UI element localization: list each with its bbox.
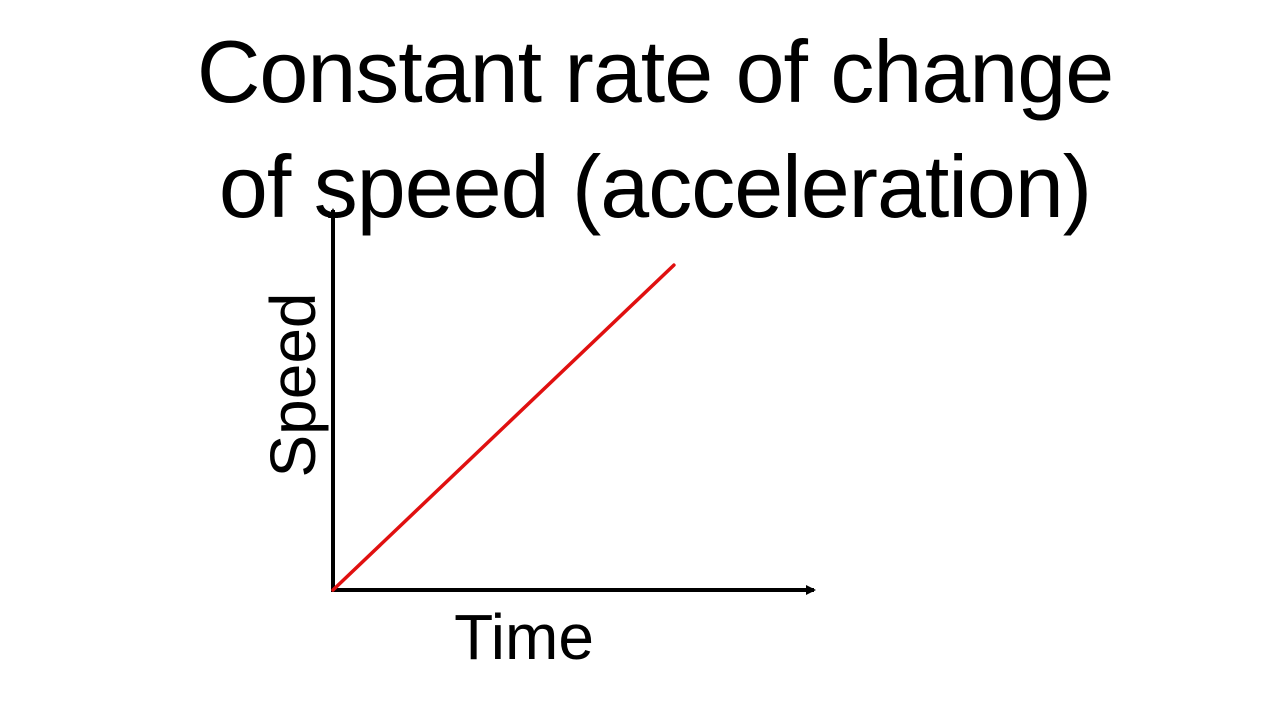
title-line-1: Constant rate of change [196,22,1114,121]
series-line [331,263,676,592]
slide-title: Constant rate of change of speed (accele… [0,14,1280,244]
title-line-2: of speed (acceleration) [218,137,1092,236]
y-axis-label: Speed [257,292,329,477]
x-axis-label: Time [454,601,594,673]
